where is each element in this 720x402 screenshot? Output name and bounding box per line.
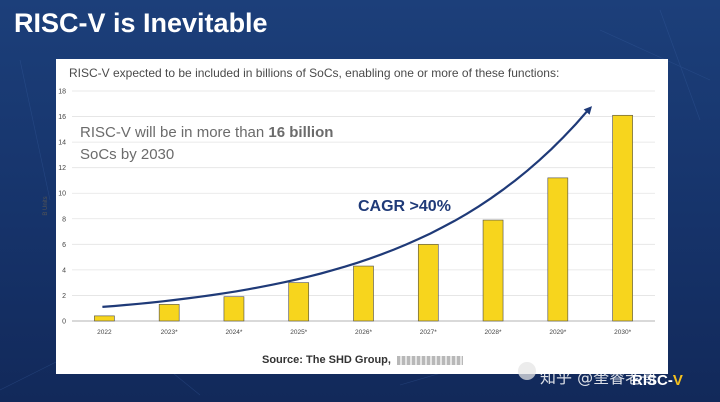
x-tick-label: 2023*	[161, 329, 178, 336]
source-text: Source: The SHD Group,	[262, 354, 391, 366]
annotation-line1: RISC-V will be in more than	[80, 124, 265, 141]
bar-2025	[288, 282, 310, 322]
y-tick-label: 10	[58, 191, 66, 198]
x-tick-label: 2027*	[420, 329, 437, 336]
y-tick-label: 2	[62, 293, 66, 300]
source-blurred-text	[396, 355, 463, 365]
y-tick-label: 14	[58, 140, 66, 147]
annotation-highlight: 16 billion	[268, 124, 334, 141]
bar-2028	[482, 219, 504, 322]
bar-2029	[547, 177, 569, 322]
annotation-callout: RISC-V will be in more than 16 billion S…	[80, 122, 370, 166]
bar-2030	[612, 114, 633, 322]
bar-2026	[353, 265, 374, 322]
bar-2023	[158, 304, 180, 322]
source-note: Source: The SHD Group,	[262, 354, 463, 366]
y-tick-label: 4	[62, 267, 66, 274]
y-tick-label: 6	[62, 242, 66, 249]
watermark-logo-icon	[518, 362, 536, 380]
y-tick-label: 0	[62, 319, 66, 326]
x-tick-label: 2022	[97, 329, 112, 336]
watermark-text: 知乎 @奎睿老哥	[540, 368, 658, 387]
slide-title: RISC-V is Inevitable	[14, 8, 268, 38]
brand-text-main: RISC-	[632, 372, 673, 389]
brand-text-v: V	[672, 372, 683, 389]
y-axis-label: B Units	[43, 196, 49, 215]
annotation-line2: SoCs by 2030	[80, 146, 175, 163]
x-tick-label: 2025*	[290, 329, 307, 336]
y-tick-label: 8	[62, 216, 66, 223]
x-tick-label: 2028*	[485, 329, 502, 336]
bar-2022	[94, 315, 115, 322]
y-tick-label: 12	[58, 165, 66, 172]
bar-2024	[223, 296, 245, 322]
y-tick-label: 16	[58, 114, 66, 121]
trend-arrow-head	[583, 106, 592, 115]
cagr-trend-line	[102, 109, 589, 308]
x-tick-label: 2024*	[225, 329, 242, 336]
cagr-label: CAGR >40%	[358, 198, 451, 215]
x-tick-label: 2026*	[355, 329, 372, 336]
riscv-logo: RISC-V	[632, 372, 683, 389]
chart-header: RISC-V expected to be included in billio…	[69, 66, 560, 80]
bar-2027	[417, 244, 439, 322]
x-tick-label: 2029*	[549, 329, 566, 336]
y-tick-label: 18	[58, 89, 66, 96]
x-tick-label: 2030*	[614, 329, 631, 336]
